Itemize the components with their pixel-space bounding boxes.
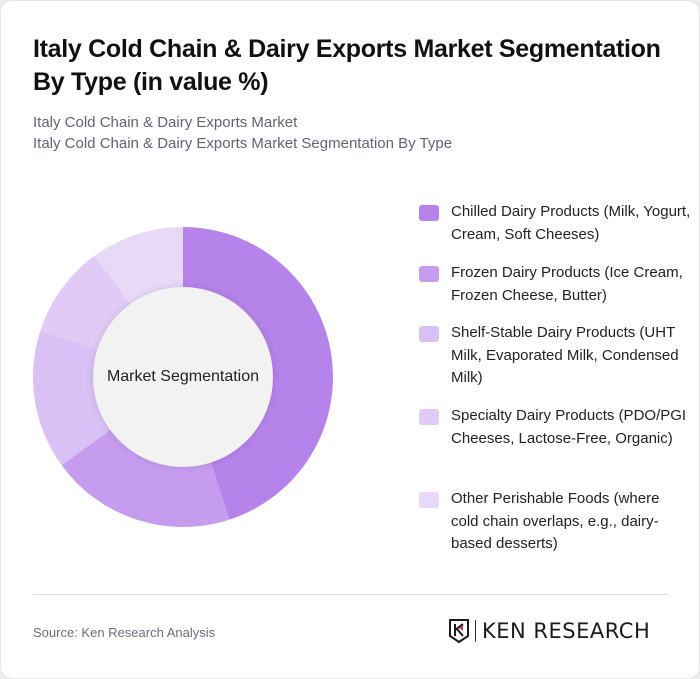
donut-center <box>93 287 273 467</box>
legend-swatch <box>419 409 439 425</box>
legend-label: Frozen Dairy Products (Ice Cream, Frozen… <box>451 264 683 304</box>
ken-research-shield-icon <box>449 619 469 644</box>
chart-subtitle-market: Italy Cold Chain & Dairy Exports Market <box>33 114 298 131</box>
donut-segment <box>40 255 132 350</box>
legend-swatch <box>419 326 439 342</box>
donut-segment <box>183 227 333 520</box>
legend-swatch <box>419 266 439 282</box>
logo-separator <box>475 620 476 642</box>
donut-segment <box>61 428 230 527</box>
donut-segment <box>33 330 112 466</box>
donut-segment <box>94 227 183 306</box>
legend-label: Shelf-Stable Dairy Products (UHT Milk, E… <box>451 324 679 386</box>
legend-swatch <box>419 205 439 221</box>
donut-chart <box>33 227 333 527</box>
footer-divider <box>33 594 669 595</box>
legend-label: Chilled Dairy Products (Milk, Yogurt, Cr… <box>451 203 691 243</box>
ken-research-logo: KEN RESEARCH <box>448 617 650 645</box>
donut-center-label: Market Segmentation <box>106 368 260 385</box>
legend-label: Specialty Dairy Products (PDO/PGI Cheese… <box>451 407 687 447</box>
chart-subtitle-segmentation: Italy Cold Chain & Dairy Exports Market … <box>33 135 453 152</box>
source-note: Source: Ken Research Analysis <box>33 625 216 640</box>
legend-swatch <box>419 492 439 508</box>
donut-segments <box>33 227 333 527</box>
chart-title: Italy Cold Chain & Dairy Exports Market … <box>33 35 661 96</box>
logo-text: KEN RESEARCH <box>482 619 651 643</box>
legend-label: Other Perishable Foods (where cold chain… <box>451 490 660 552</box>
